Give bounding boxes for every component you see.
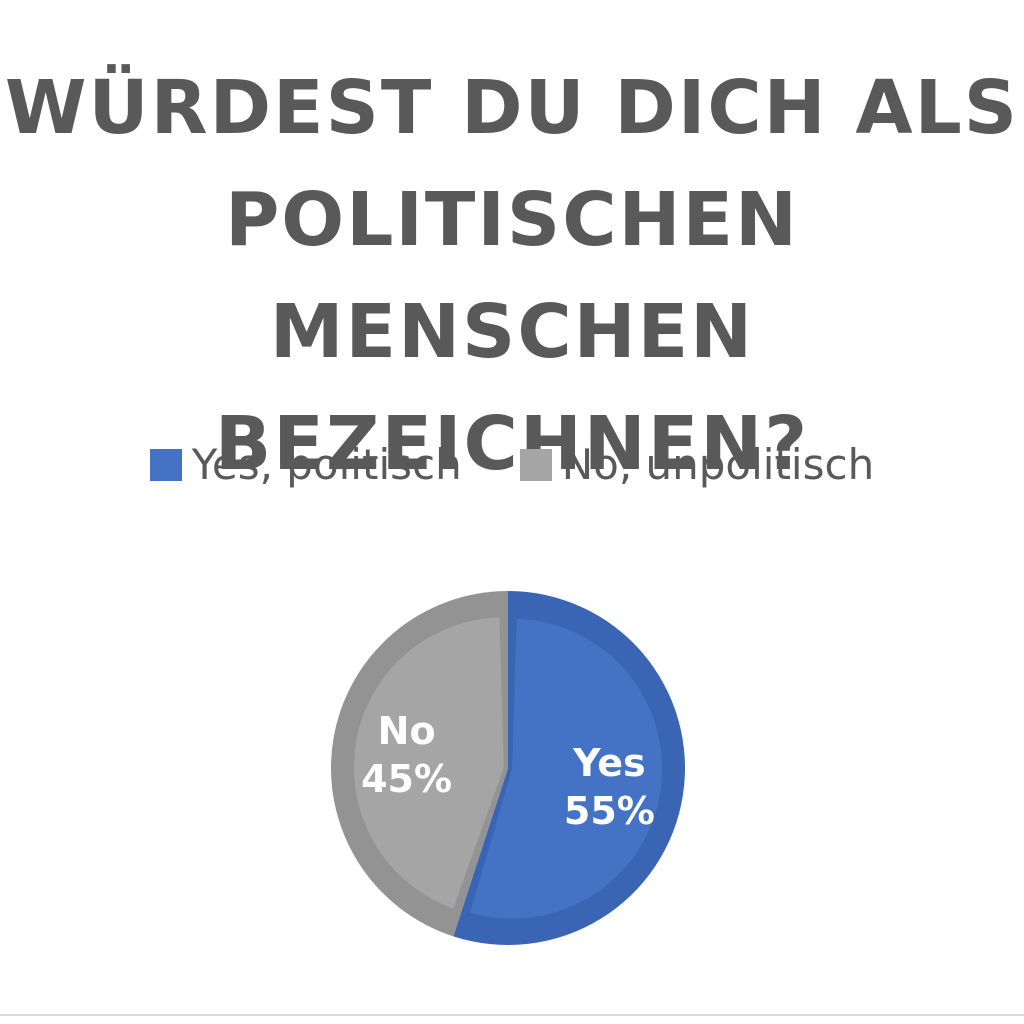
legend: Yes, politisch No, unpolitisch [0,440,1024,489]
pie-slice-face-no [353,617,504,909]
pie-slices [331,591,686,945]
pie-slice-face-yes [470,618,663,919]
bottom-divider [0,1014,1024,1016]
slice-label-no: No [378,709,436,753]
slice-percent-yes: 55% [564,789,655,833]
legend-label-no: No, unpolitisch [561,440,875,489]
slice-percent-no: 45% [361,757,452,801]
legend-item-yes: Yes, politisch [149,440,462,489]
chart-title-line-1: WÜRDEST DU DICH ALS [4,65,1020,151]
legend-swatch-yes [149,448,182,481]
legend-label-yes: Yes, politisch [191,440,462,489]
legend-item-no: No, unpolitisch [519,440,875,489]
chart-title-line-2: POLITISCHEN MENSCHEN [225,177,799,375]
legend-swatch-no [519,448,552,481]
slice-label-yes: Yes [572,741,645,785]
chart-title-line-3: BEZEICHNEN? [214,401,810,487]
chart-title: WÜRDEST DU DICH ALS POLITISCHEN MENSCHEN… [0,52,1024,500]
